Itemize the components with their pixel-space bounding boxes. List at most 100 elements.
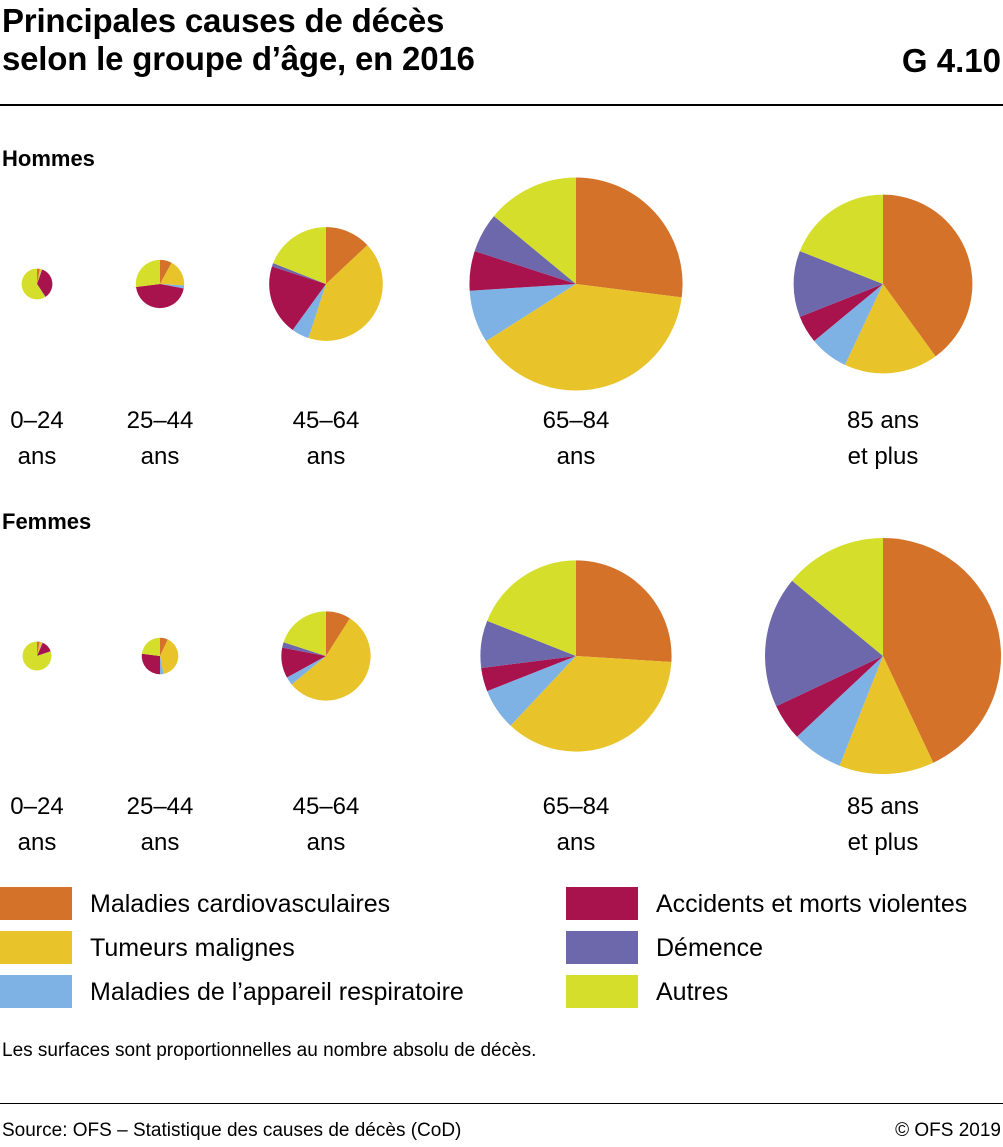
pie-slice-tumeurs — [160, 262, 185, 286]
pie-slice-accidents — [776, 656, 883, 737]
pie-slice-demence — [474, 216, 576, 284]
pie-slice-respiratoire — [487, 656, 576, 726]
pie-hommes-2 — [269, 227, 383, 341]
pie-slice-respiratoire — [469, 284, 576, 342]
pie-slice-demence — [282, 642, 326, 656]
pie-slice-tumeurs — [308, 245, 383, 341]
pie-slice-autres — [799, 194, 883, 284]
pie-slice-respiratoire — [160, 656, 164, 675]
pie-hommes-4 — [793, 194, 973, 374]
pie-slice-autres — [21, 268, 46, 300]
pie-slice-respiratoire — [796, 656, 883, 766]
legend-swatch — [0, 931, 72, 964]
legend-label: Autres — [656, 978, 729, 1006]
section-label-femmes: Femmes — [2, 509, 92, 534]
pie-slice-cardiovasculaires — [883, 538, 1001, 763]
legend-label: Tumeurs malignes — [90, 934, 295, 962]
pie-slice-tumeurs — [486, 284, 682, 391]
age-group-label: 0–24 — [10, 793, 63, 820]
pie-slice-tumeurs — [291, 618, 371, 701]
age-group-label: 45–64 — [293, 407, 360, 434]
legend-label: Démence — [656, 934, 763, 962]
pie-slice-accidents — [37, 269, 53, 297]
legend-swatch — [0, 887, 72, 920]
legend-swatch — [566, 887, 638, 920]
pie-slice-autres — [493, 177, 576, 284]
pie-slice-tumeurs — [510, 656, 672, 752]
age-group-label: ans — [18, 443, 57, 470]
pie-slice-accidents — [37, 642, 51, 656]
pie-femmes-0 — [22, 641, 52, 671]
chart-title-line2: selon le groupe d’âge, en 2016 — [2, 40, 475, 77]
pie-slice-autres — [792, 538, 883, 656]
pie-slice-respiratoire — [286, 656, 326, 685]
header-divider — [0, 104, 1003, 106]
pie-hommes-3 — [469, 177, 683, 391]
pie-slice-cardiovasculaires — [326, 227, 368, 284]
pie-slice-tumeurs — [37, 268, 42, 284]
pie-slice-demence — [271, 263, 326, 284]
pie-slice-accidents — [269, 266, 326, 330]
chart-title-line1: Principales causes de décès — [2, 2, 445, 39]
pie-slice-accidents — [469, 251, 576, 291]
copyright-text: © OFS 2019 — [895, 1120, 1001, 1141]
pie-slice-cardiovasculaires — [883, 194, 973, 357]
pie-slice-accidents — [141, 653, 160, 675]
legend-swatch — [566, 931, 638, 964]
pie-slice-cardiovasculaires — [37, 268, 40, 284]
pie-slice-accidents — [281, 647, 326, 678]
pie-slice-autres — [141, 637, 160, 656]
pie-slice-respiratoire — [160, 284, 185, 289]
age-group-label: 45–64 — [293, 793, 360, 820]
legend-swatch — [566, 975, 638, 1008]
age-group-label: ans — [557, 829, 596, 856]
pie-slice-demence — [764, 580, 883, 707]
pie-slice-cardiovasculaires — [326, 611, 350, 656]
age-group-label: ans — [18, 829, 57, 856]
legend-label: Maladies cardiovasculaires — [90, 890, 391, 918]
pie-femmes-1 — [141, 637, 179, 675]
pie-slice-autres — [135, 259, 160, 288]
age-group-label: 25–44 — [127, 793, 194, 820]
age-group-label: ans — [141, 829, 180, 856]
pie-slice-cardiovasculaires — [576, 177, 683, 298]
pie-slice-respiratoire — [37, 642, 43, 656]
age-group-label: ans — [307, 443, 346, 470]
pie-slice-accidents — [481, 656, 576, 692]
pie-slice-tumeurs — [37, 641, 43, 656]
pie-slice-accidents — [799, 284, 883, 341]
pie-charts: 0–24 ans 25–44 ans 45–64 ans 65–84 ans 85 ans et … — [10, 177, 1001, 856]
age-group-label: et plus — [848, 443, 919, 470]
pie-slice-autres — [487, 560, 576, 656]
pie-slice-respiratoire — [37, 269, 43, 284]
pie-slice-demence — [793, 251, 883, 317]
pie-slice-cardiovasculaires — [576, 560, 672, 662]
age-group-label: ans — [307, 829, 346, 856]
pie-femmes-2 — [281, 611, 371, 701]
age-group-label: ans — [557, 443, 596, 470]
pie-femmes-4 — [764, 538, 1001, 774]
footer-divider — [0, 1103, 1003, 1104]
pie-slice-autres — [273, 227, 326, 284]
pie-slice-respiratoire — [292, 284, 326, 339]
pie-slice-autres — [22, 641, 52, 671]
age-group-label: 0–24 — [10, 407, 63, 434]
pie-slice-cardiovasculaires — [160, 259, 172, 284]
pie-slice-demence — [37, 651, 51, 656]
pie-slice-tumeurs — [839, 656, 934, 774]
age-group-label: et plus — [848, 829, 919, 856]
legend-label: Maladies de l’appareil respiratoire — [90, 978, 464, 1006]
chart-code: G 4.10 — [901, 42, 1001, 79]
pie-slice-accidents — [136, 284, 184, 309]
pie-slice-tumeurs — [844, 284, 936, 374]
age-group-label: 85 ans — [847, 407, 919, 434]
pie-slice-demence — [480, 620, 576, 668]
section-label-hommes: Hommes — [2, 146, 95, 171]
source-text: Source: OFS – Statistique des causes de … — [2, 1120, 462, 1141]
pie-femmes-3 — [480, 560, 672, 752]
age-group-label: 85 ans — [847, 793, 919, 820]
legend-label: Accidents et morts violentes — [656, 890, 968, 918]
age-group-label: ans — [141, 443, 180, 470]
pie-slice-cardiovasculaires — [160, 637, 168, 656]
pie-slice-respiratoire — [814, 284, 883, 365]
